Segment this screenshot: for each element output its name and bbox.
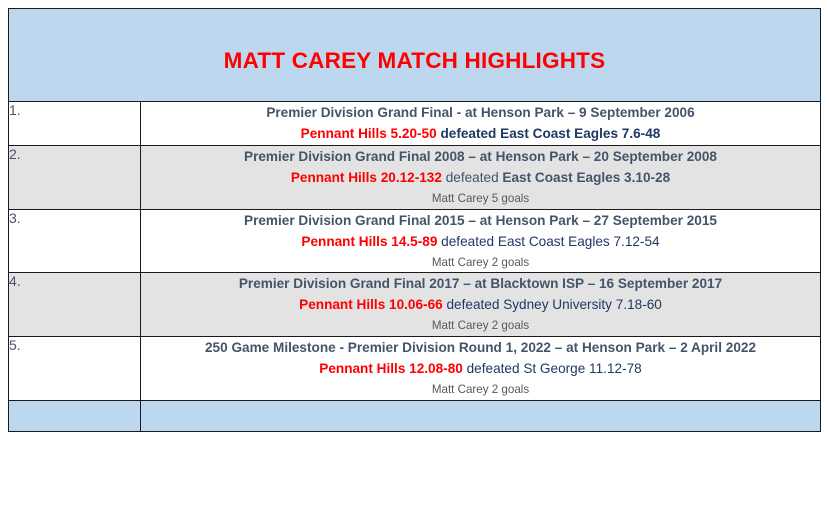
player-goals-note: Matt Carey 2 goals — [431, 383, 530, 397]
losing-team-score: Sydney University 7.18-60 — [503, 297, 662, 313]
winning-team-score: Pennant Hills 5.20-50 — [300, 126, 437, 142]
match-heading: Premier Division Grand Final - at Henson… — [266, 105, 695, 120]
result-verb: defeated — [466, 361, 520, 377]
match-score: Pennant Hills 20.12-132 defeated East Co… — [141, 167, 820, 189]
winning-team-score: Pennant Hills 14.5-89 — [301, 233, 438, 249]
row-number: 3. — [8, 208, 141, 274]
player-goals-note: Matt Carey 2 goals — [431, 255, 530, 269]
table-body: MATT CAREY MATCH HIGHLIGHTS 1. Premier D… — [8, 8, 821, 432]
match-highlights-table: MATT CAREY MATCH HIGHLIGHTS 1. Premier D… — [8, 8, 821, 432]
result-verb: defeated — [446, 297, 500, 313]
table-row: 5. 250 Game Milestone - Premier Division… — [8, 335, 821, 401]
match-heading: 250 Game Milestone - Premier Division Ro… — [204, 339, 757, 355]
row-number: 1. — [8, 100, 141, 147]
row-content: Premier Division Grand Final 2017 – at B… — [140, 272, 821, 337]
result-verb: defeated — [441, 233, 495, 249]
match-score: Pennant Hills 14.5-89 defeated East Coas… — [141, 231, 820, 253]
row-content: Premier Division Grand Final - at Henson… — [140, 100, 821, 147]
winning-team-score: Pennant Hills 20.12-132 — [290, 170, 442, 186]
table-row: 4. Premier Division Grand Final 2017 – a… — [8, 272, 821, 337]
table-row: 3. Premier Division Grand Final 2015 – a… — [8, 208, 821, 274]
player-goals-note: Matt Carey 2 goals — [431, 319, 530, 333]
losing-team-score: East Coast Eagles 7.6-48 — [500, 126, 661, 142]
player-goals-note: Matt Carey 5 goals — [431, 192, 530, 206]
losing-team-score: East Coast Eagles 7.12-54 — [497, 233, 660, 249]
losing-team-score: East Coast Eagles 3.10-28 — [502, 170, 671, 186]
result-verb: defeated — [445, 170, 499, 186]
row-content: 250 Game Milestone - Premier Division Ro… — [140, 335, 821, 401]
footer-right-cell — [140, 399, 821, 432]
match-score: Pennant Hills 10.06-66 defeated Sydney U… — [141, 294, 820, 316]
row-number: 2. — [8, 145, 141, 210]
row-content: Premier Division Grand Final 2015 – at H… — [140, 208, 821, 274]
match-heading: Premier Division Grand Final 2015 – at H… — [244, 212, 717, 228]
footer-left-cell — [8, 399, 141, 432]
match-score: Pennant Hills 5.20-50 defeated East Coas… — [141, 123, 820, 145]
table-row: 1. Premier Division Grand Final - at Hen… — [8, 100, 821, 147]
table-header-row: MATT CAREY MATCH HIGHLIGHTS — [8, 8, 821, 102]
page-title: MATT CAREY MATCH HIGHLIGHTS — [223, 47, 606, 73]
result-verb: defeated — [440, 126, 497, 142]
row-content: Premier Division Grand Final 2008 – at H… — [140, 145, 821, 210]
match-score: Pennant Hills 12.08-80 defeated St Georg… — [141, 358, 820, 380]
header-cell: MATT CAREY MATCH HIGHLIGHTS — [8, 8, 821, 102]
match-heading: Premier Division Grand Final 2008 – at H… — [244, 149, 717, 165]
winning-team-score: Pennant Hills 10.06-66 — [299, 297, 443, 313]
row-number: 5. — [8, 335, 141, 401]
row-number: 4. — [8, 272, 141, 337]
winning-team-score: Pennant Hills 12.08-80 — [319, 361, 463, 377]
match-heading: Premier Division Grand Final 2017 – at B… — [238, 276, 723, 292]
table-row: 2. Premier Division Grand Final 2008 – a… — [8, 145, 821, 210]
losing-team-score: St George 11.12-78 — [523, 361, 642, 377]
table-footer-row — [8, 399, 821, 432]
